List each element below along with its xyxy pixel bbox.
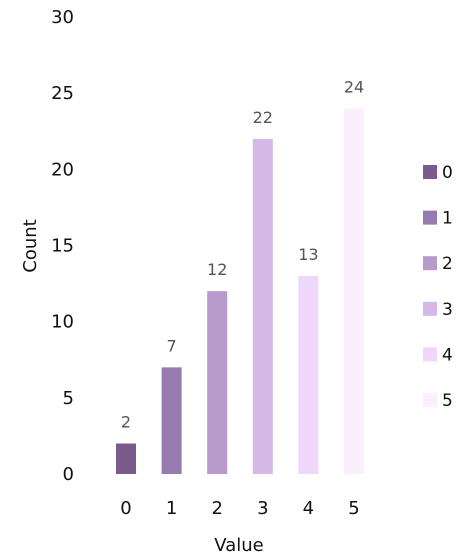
y-tick-label: 20 (51, 159, 74, 180)
x-axis-ticks: 0 1 2 3 4 5 (120, 498, 359, 519)
legend-label: 0 (442, 163, 453, 183)
legend-label: 1 (442, 209, 453, 229)
y-axis-ticks: 0 5 10 15 20 25 30 (51, 7, 74, 485)
bar-3 (252, 138, 273, 474)
y-tick-label: 5 (63, 388, 74, 409)
legend-swatch (423, 165, 437, 179)
legend: 0 1 2 3 4 5 (423, 163, 453, 411)
legend-swatch (423, 393, 437, 407)
x-tick-label: 0 (120, 498, 131, 519)
data-label: 2 (121, 413, 131, 432)
y-tick-label: 30 (51, 7, 74, 28)
data-label: 12 (207, 260, 227, 279)
legend-label: 3 (442, 300, 453, 320)
bars (116, 108, 364, 475)
data-label: 24 (344, 77, 364, 96)
y-axis-label: Count (20, 219, 41, 272)
data-label: 7 (167, 336, 177, 355)
x-tick-label: 5 (348, 498, 359, 519)
legend-swatch (423, 256, 437, 271)
legend-label: 4 (442, 345, 453, 365)
x-tick-label: 2 (211, 498, 222, 519)
bar-4 (298, 275, 319, 474)
y-tick-label: 10 (51, 312, 74, 333)
x-tick-label: 3 (257, 498, 268, 519)
legend-swatch (423, 210, 437, 225)
bar-0 (116, 443, 136, 474)
x-tick-label: 1 (166, 498, 177, 519)
x-axis-label: Value (214, 535, 263, 556)
data-labels: 2 7 12 22 13 24 (121, 77, 364, 431)
data-label: 13 (298, 245, 318, 264)
x-tick-label: 4 (303, 498, 314, 519)
bar-5 (344, 108, 364, 475)
y-tick-label: 15 (51, 236, 74, 257)
bar-2 (207, 291, 228, 474)
legend-label: 2 (442, 254, 453, 274)
legend-swatch (423, 301, 437, 316)
y-tick-label: 25 (51, 83, 74, 104)
legend-label: 5 (442, 391, 453, 411)
y-tick-label: 0 (63, 464, 74, 485)
data-label: 22 (253, 108, 273, 127)
legend-swatch (423, 347, 437, 362)
bar-1 (161, 367, 182, 474)
